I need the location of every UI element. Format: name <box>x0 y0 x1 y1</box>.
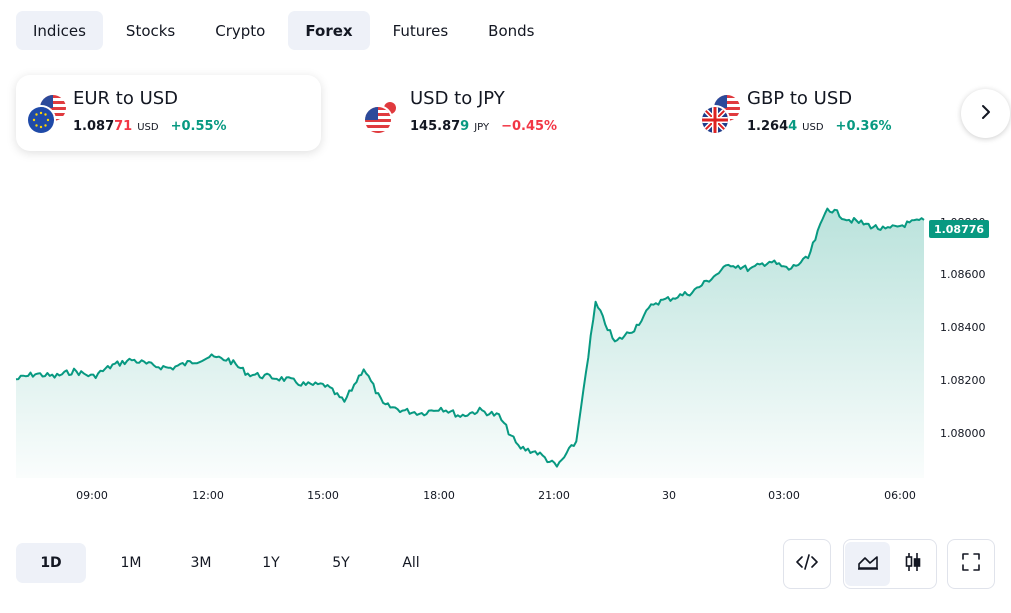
eur-flag-icon <box>26 105 56 135</box>
range-selector: 1D 1M 3M 1Y 5Y All <box>16 543 438 583</box>
usd-flag-icon <box>363 105 393 135</box>
symbol-quote: 145.87 9 JPY −0.45% <box>410 119 557 134</box>
range-1m-button[interactable]: 1M <box>120 555 142 571</box>
price-change: −0.45% <box>501 119 558 134</box>
price-change: +0.36% <box>835 119 892 134</box>
price-line <box>15 207 925 468</box>
embed-button[interactable] <box>783 539 831 589</box>
y-tick-label: 1.08600 <box>940 268 986 281</box>
price-last-digits: 4 <box>788 119 798 134</box>
symbol-card-usdjpy[interactable]: USD to JPY 145.87 9 JPY −0.45% <box>353 75 658 151</box>
last-price-label: 1.08776 <box>929 220 989 238</box>
candlestick-icon <box>903 551 923 577</box>
symbol-card-eurusd[interactable]: EUR to USD 1.087 71 USD +0.55% <box>16 75 321 151</box>
y-tick-label: 1.08200 <box>940 374 986 387</box>
chart-type-toggle <box>843 539 937 589</box>
code-icon <box>796 553 818 575</box>
x-tick-label: 18:00 <box>423 489 455 502</box>
price-area-fill <box>16 208 924 478</box>
fullscreen-button[interactable] <box>947 539 995 589</box>
tab-crypto[interactable]: Crypto <box>215 21 266 40</box>
x-tick-label: 12:00 <box>192 489 224 502</box>
tab-forex[interactable]: Forex <box>288 11 370 50</box>
candlestick-chart-button[interactable] <box>890 542 935 586</box>
x-tick-label: 30 <box>662 489 676 502</box>
y-tick-label: 1.08000 <box>940 427 986 440</box>
price-unit: USD <box>137 122 159 133</box>
tab-indices[interactable]: Indices <box>16 11 103 50</box>
symbol-title: EUR to USD <box>73 88 179 109</box>
price-chart[interactable] <box>0 170 1011 510</box>
chevron-right-icon <box>978 104 994 124</box>
tab-stocks[interactable]: Stocks <box>125 21 176 40</box>
price-value: 1.264 <box>747 119 789 134</box>
price-last-digits: 71 <box>114 119 133 134</box>
range-3m-button[interactable]: 3M <box>190 555 212 571</box>
price-unit: JPY <box>474 122 490 133</box>
x-tick-label: 15:00 <box>307 489 339 502</box>
x-tick-label: 21:00 <box>538 489 570 502</box>
price-change: +0.55% <box>170 119 227 134</box>
fullscreen-icon <box>961 552 981 576</box>
currency-flags <box>700 93 742 135</box>
range-all-button[interactable]: All <box>402 555 420 571</box>
price-last-digits: 9 <box>460 119 470 134</box>
symbol-card-gbpusd[interactable]: GBP to USD 1.264 4 USD +0.36% <box>690 75 995 151</box>
next-cards-button[interactable] <box>961 89 1010 138</box>
market-tabs: Indices Stocks Crypto Forex Futures Bond… <box>16 11 551 50</box>
area-chart-icon <box>857 553 879 575</box>
symbol-title: USD to JPY <box>410 88 505 109</box>
x-tick-label: 06:00 <box>884 489 916 502</box>
symbol-quote: 1.264 4 USD +0.36% <box>747 119 892 134</box>
x-tick-label: 09:00 <box>76 489 108 502</box>
tab-futures[interactable]: Futures <box>392 21 449 40</box>
symbol-quote: 1.087 71 USD +0.55% <box>73 119 227 134</box>
range-1d-button[interactable]: 1D <box>16 543 86 583</box>
symbol-title: GBP to USD <box>747 88 853 109</box>
range-5y-button[interactable]: 5Y <box>332 555 350 571</box>
area-chart-button[interactable] <box>845 542 890 586</box>
price-unit: USD <box>802 122 824 133</box>
currency-flags <box>26 93 68 135</box>
price-value: 145.87 <box>410 119 461 134</box>
currency-flags <box>363 93 405 135</box>
price-value: 1.087 <box>73 119 115 134</box>
y-tick-label: 1.08400 <box>940 321 986 334</box>
range-1y-button[interactable]: 1Y <box>262 555 280 571</box>
tab-bonds[interactable]: Bonds <box>488 21 535 40</box>
x-tick-label: 03:00 <box>768 489 800 502</box>
symbol-cards: EUR to USD 1.087 71 USD +0.55% USD to JPY… <box>16 75 942 151</box>
gbp-flag-icon <box>700 105 730 135</box>
